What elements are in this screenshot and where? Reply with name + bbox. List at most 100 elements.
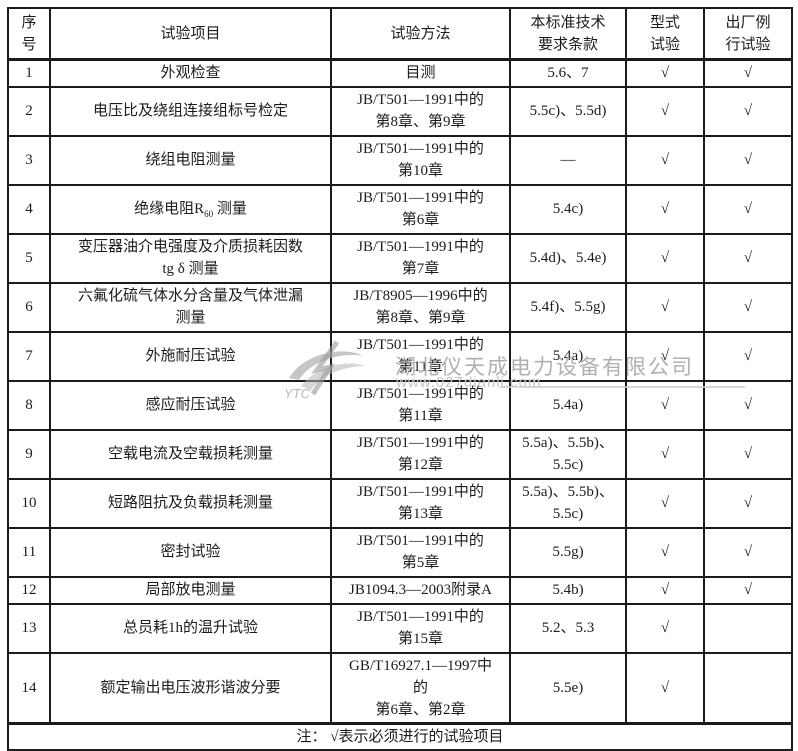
cell-type-test-mark: √ [625, 526, 705, 578]
cell-type-test-mark: √ [625, 134, 705, 186]
cell-test-method: JB/T501—1991中的 第6章 [330, 183, 511, 235]
cell-routine-test-mark: √ [703, 428, 793, 480]
cell-standard-clause: 5.6、7 [509, 58, 627, 88]
table-row: 9 空载电流及空载损耗测量 JB/T501—1991中的 第12章 5.5a)、… [7, 428, 793, 480]
header-serial-no: 序 号 [7, 7, 51, 61]
header-row: 序 号 试验项目 试验方法 本标准技术 要求条款 型式 试验 出厂例 行试验 [7, 7, 793, 61]
cell-standard-clause: — [509, 134, 627, 186]
table-row: 4 绝缘电阻R60 测量 JB/T501—1991中的 第6章 5.4c) √ … [7, 183, 793, 235]
cell-routine-test-mark: √ [703, 477, 793, 529]
cell-routine-test-mark: √ [703, 183, 793, 235]
cell-type-test-mark: √ [625, 183, 705, 235]
cell-test-item: 绝缘电阻R60 测量 [49, 183, 332, 235]
header-test-method: 试验方法 [330, 7, 511, 61]
cell-serial-no: 13 [7, 602, 51, 654]
cell-serial-no: 14 [7, 651, 51, 724]
table-row: 2 电压比及绕组连接组标号检定 JB/T501—1991中的 第8章、第9章 5… [7, 85, 793, 137]
cell-routine-test-mark: √ [703, 330, 793, 382]
cell-type-test-mark: √ [625, 428, 705, 480]
table-body: 1 外观检查 目测 5.6、7 √ √ 2 电压比及绕组连接组标号检定 JB/T… [7, 58, 793, 724]
cell-type-test-mark: √ [625, 281, 705, 333]
table-row: 14 额定输出电压波形谐波分要 GB/T16927.1—1997中 的 第6章、… [7, 651, 793, 724]
table-row: 5 变压器油介电强度及介质损耗因数 tg δ 测量 JB/T501—1991中的… [7, 232, 793, 284]
cell-serial-no: 9 [7, 428, 51, 480]
cell-test-method: 目测 [330, 58, 511, 88]
note-row: 注： √表示必须进行的试验项目 [7, 721, 793, 751]
note-text: 注： √表示必须进行的试验项目 [7, 721, 793, 751]
cell-test-method: GB/T16927.1—1997中 的 第6章、第2章 [330, 651, 511, 724]
cell-routine-test-mark: √ [703, 281, 793, 333]
cell-serial-no: 8 [7, 379, 51, 431]
cell-serial-no: 7 [7, 330, 51, 382]
table-header: 序 号 试验项目 试验方法 本标准技术 要求条款 型式 试验 出厂例 行试验 [7, 7, 793, 61]
cell-type-test-mark: √ [625, 232, 705, 284]
cell-standard-clause: 5.5a)、5.5b)、 5.5c) [509, 428, 627, 480]
table-row: 1 外观检查 目测 5.6、7 √ √ [7, 58, 793, 88]
cell-routine-test-mark: √ [703, 134, 793, 186]
cell-routine-test-mark: √ [703, 379, 793, 431]
cell-test-method: JB/T501—1991中的 第11章 [330, 379, 511, 431]
table-row: 12 局部放电测量 JB1094.3—2003附录A 5.4b) √ √ [7, 575, 793, 605]
cell-test-item: 电压比及绕组连接组标号检定 [49, 85, 332, 137]
test-items-table: 序 号 试验项目 试验方法 本标准技术 要求条款 型式 试验 出厂例 行试验 1… [7, 7, 793, 751]
cell-test-item: 外施耐压试验 [49, 330, 332, 382]
cell-type-test-mark: √ [625, 575, 705, 605]
cell-routine-test-mark: √ [703, 58, 793, 88]
cell-standard-clause: 5.4c) [509, 183, 627, 235]
header-test-item: 试验项目 [49, 7, 332, 61]
table-row: 11 密封试验 JB/T501—1991中的 第5章 5.5g) √ √ [7, 526, 793, 578]
cell-test-method: JB/T501—1991中的 第10章 [330, 134, 511, 186]
cell-test-method: JB/T501—1991中的 第8章、第9章 [330, 85, 511, 137]
cell-serial-no: 2 [7, 85, 51, 137]
cell-test-item: 总员耗1h的温升试验 [49, 602, 332, 654]
cell-test-item: 密封试验 [49, 526, 332, 578]
cell-serial-no: 5 [7, 232, 51, 284]
cell-standard-clause: 5.5g) [509, 526, 627, 578]
cell-test-item: 绕组电阻测量 [49, 134, 332, 186]
cell-test-method: JB/T501—1991中的 第13章 [330, 477, 511, 529]
cell-type-test-mark: √ [625, 477, 705, 529]
cell-type-test-mark: √ [625, 651, 705, 724]
cell-test-method: JB/T8905—1996中的 第8章、第9章 [330, 281, 511, 333]
cell-test-item: 变压器油介电强度及介质损耗因数 tg δ 测量 [49, 232, 332, 284]
cell-test-item: 空载电流及空载损耗测量 [49, 428, 332, 480]
cell-type-test-mark: √ [625, 379, 705, 431]
cell-type-test-mark: √ [625, 602, 705, 654]
header-routine-test: 出厂例 行试验 [703, 7, 793, 61]
cell-type-test-mark: √ [625, 58, 705, 88]
cell-routine-test-mark [703, 602, 793, 654]
cell-test-item: 感应耐压试验 [49, 379, 332, 431]
table-row: 6 六氟化硫气体水分含量及气体泄漏 测量 JB/T8905—1996中的 第8章… [7, 281, 793, 333]
table-row: 8 感应耐压试验 JB/T501—1991中的 第11章 5.4a) √ √ [7, 379, 793, 431]
cell-serial-no: 12 [7, 575, 51, 605]
cell-test-method: JB/T501—1991中的 第7章 [330, 232, 511, 284]
cell-routine-test-mark: √ [703, 526, 793, 578]
item-text: 测量 [213, 201, 247, 217]
cell-test-item: 外观检查 [49, 58, 332, 88]
cell-standard-clause: 5.2、5.3 [509, 602, 627, 654]
table-row: 13 总员耗1h的温升试验 JB/T501—1991中的 第15章 5.2、5.… [7, 602, 793, 654]
cell-test-method: JB/T501—1991中的 第11章 [330, 330, 511, 382]
header-type-test: 型式 试验 [625, 7, 705, 61]
cell-test-method: JB1094.3—2003附录A [330, 575, 511, 605]
cell-serial-no: 1 [7, 58, 51, 88]
cell-test-item: 六氟化硫气体水分含量及气体泄漏 测量 [49, 281, 332, 333]
cell-standard-clause: 5.5a)、5.5b)、 5.5c) [509, 477, 627, 529]
cell-type-test-mark: √ [625, 85, 705, 137]
cell-test-item: 局部放电测量 [49, 575, 332, 605]
header-standard-clause: 本标准技术 要求条款 [509, 7, 627, 61]
table-row: 3 绕组电阻测量 JB/T501—1991中的 第10章 — √ √ [7, 134, 793, 186]
item-subscript: 60 [204, 209, 214, 219]
cell-test-method: JB/T501—1991中的 第5章 [330, 526, 511, 578]
cell-serial-no: 10 [7, 477, 51, 529]
cell-routine-test-mark: √ [703, 85, 793, 137]
cell-serial-no: 3 [7, 134, 51, 186]
cell-type-test-mark: √ [625, 330, 705, 382]
cell-test-method: JB/T501—1991中的 第15章 [330, 602, 511, 654]
cell-serial-no: 11 [7, 526, 51, 578]
cell-standard-clause: 5.4a) [509, 379, 627, 431]
cell-serial-no: 6 [7, 281, 51, 333]
cell-test-method: JB/T501—1991中的 第12章 [330, 428, 511, 480]
cell-test-item: 短路阻抗及负载损耗测量 [49, 477, 332, 529]
